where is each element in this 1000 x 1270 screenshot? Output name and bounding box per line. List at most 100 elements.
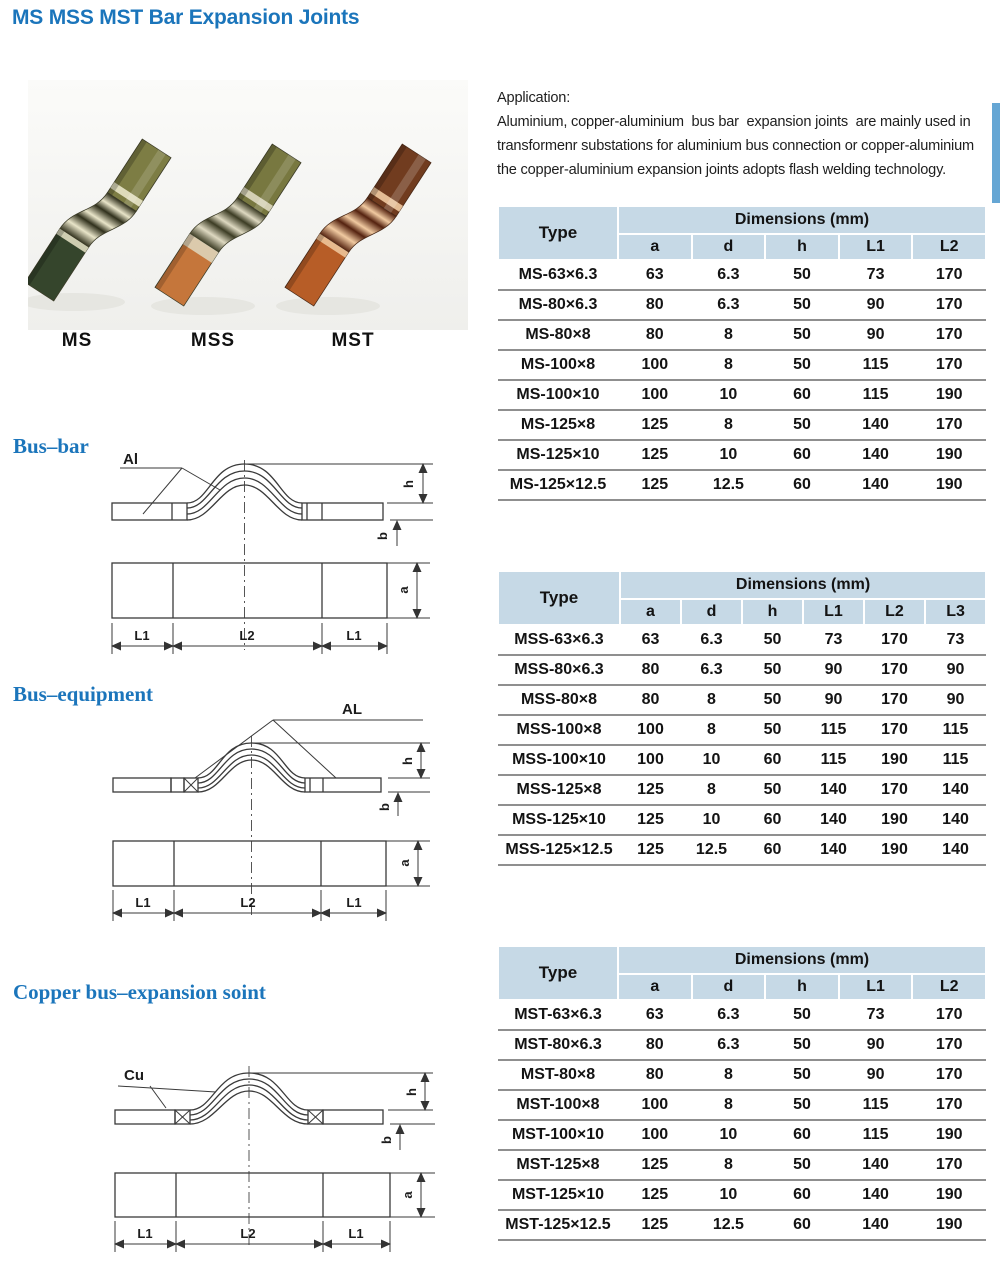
column-header: h xyxy=(741,598,804,626)
value-cell: 80 xyxy=(618,320,692,351)
value-cell: 6.3 xyxy=(691,1030,766,1061)
value-cell: 140 xyxy=(925,835,987,866)
section-heading-bus-equipment: Bus–equipment xyxy=(13,682,154,706)
value-cell: 190 xyxy=(912,1210,987,1241)
column-header-row: a d h L1 L2 xyxy=(498,233,988,261)
value-cell: 8 xyxy=(691,350,766,381)
application-line: Aluminium, copper-aluminium bus bar expa… xyxy=(497,114,971,130)
column-header: h xyxy=(764,973,840,1001)
value-cell: 170 xyxy=(912,320,987,351)
ms-table-block: Type Dimensions (mm) a d h L1 L2 MS-63×6.3 63… xyxy=(497,205,988,501)
column-header: L1 xyxy=(802,598,865,626)
scan-edge-artifact xyxy=(992,103,1000,203)
value-cell: 170 xyxy=(864,625,925,656)
value-cell: 190 xyxy=(912,380,987,411)
leader-lines xyxy=(120,467,221,515)
table-row: MS-100×10 100 10 60 115 190 xyxy=(498,380,987,411)
photo-label-mst: MST xyxy=(331,330,375,351)
copper-bus-diagram: Cu h b xyxy=(114,1066,435,1252)
application-line: transformenr substations for aluminium b… xyxy=(497,138,974,154)
value-cell: 50 xyxy=(765,1150,839,1181)
type-cell: MSS-80×8 xyxy=(498,685,620,716)
value-cell: 60 xyxy=(742,805,803,836)
value-cell: 170 xyxy=(864,655,925,686)
strap-mss xyxy=(154,143,302,307)
value-cell: 100 xyxy=(618,380,692,411)
material-label: AL xyxy=(342,701,362,718)
type-cell: MSS-80×6.3 xyxy=(498,655,620,686)
column-header-row: a d h L1 L2 L3 xyxy=(498,598,988,626)
value-cell: 50 xyxy=(742,655,803,686)
type-cell: MSS-100×8 xyxy=(498,715,620,746)
plan-view xyxy=(112,840,387,887)
table-row: MST-125×12.5 125 12.5 60 140 190 xyxy=(498,1210,987,1241)
type-cell: MS-100×10 xyxy=(498,380,618,411)
length-dimensions: L1 L2 L1 xyxy=(111,623,388,654)
column-header: a xyxy=(619,598,682,626)
table-row: MS-80×8 80 8 50 90 170 xyxy=(498,320,987,351)
value-cell: 125 xyxy=(618,470,692,501)
leader-lines xyxy=(117,1085,217,1109)
value-cell: 50 xyxy=(765,290,839,321)
value-cell: 8 xyxy=(681,685,742,716)
value-cell: 12.5 xyxy=(681,835,742,866)
column-header: L2 xyxy=(911,233,988,261)
value-cell: 6.3 xyxy=(681,625,742,656)
table-body: MST-63×6.3 63 6.3 50 73 170 MST-80×6.3 80 6.3 50 9… xyxy=(498,1000,987,1241)
type-cell: MST-63×6.3 xyxy=(498,1000,618,1031)
section-heading-copper-bus: Copper bus–expansion soint xyxy=(13,980,266,1004)
value-cell: 80 xyxy=(620,685,681,716)
value-cell: 170 xyxy=(864,775,925,806)
type-cell: MSS-125×8 xyxy=(498,775,620,806)
table-row: MSS-125×10 125 10 60 140 190 140 xyxy=(498,805,987,836)
type-cell: MS-100×8 xyxy=(498,350,618,381)
table-row: MS-125×8 125 8 50 140 170 xyxy=(498,410,987,441)
dim-label-b: b xyxy=(377,803,392,811)
table-body: MS-63×6.3 63 6.3 50 73 170 MS-80×6.3 80 6.3 50 90 1… xyxy=(498,260,987,501)
dim-label-l1: L1 xyxy=(348,1226,363,1241)
value-cell: 8 xyxy=(691,410,766,441)
type-cell: MST-100×10 xyxy=(498,1120,618,1151)
value-cell: 50 xyxy=(765,320,839,351)
photo-label-ms: MS xyxy=(61,330,93,351)
value-cell: 73 xyxy=(925,625,987,656)
value-cell: 6.3 xyxy=(681,655,742,686)
value-cell: 50 xyxy=(765,1060,839,1091)
hatched-section xyxy=(114,1109,176,1125)
value-cell: 10 xyxy=(691,1180,766,1211)
value-cell: 10 xyxy=(691,1120,766,1151)
value-cell: 50 xyxy=(765,1000,839,1031)
value-cell: 50 xyxy=(765,260,839,291)
type-cell: MSS-125×12.5 xyxy=(498,835,620,866)
dim-label-l2: L2 xyxy=(240,1226,255,1241)
value-cell: 170 xyxy=(912,260,987,291)
value-cell: 73 xyxy=(838,260,913,291)
table-row: MS-125×10 125 10 60 140 190 xyxy=(498,440,987,471)
value-cell: 8 xyxy=(691,1150,766,1181)
value-cell: 170 xyxy=(912,410,987,441)
value-cell: 50 xyxy=(742,775,803,806)
value-cell: 60 xyxy=(765,440,839,471)
application-line: the copper-aluminium expansion joints ad… xyxy=(497,162,946,178)
value-cell: 140 xyxy=(838,1210,913,1241)
value-cell: 170 xyxy=(912,1150,987,1181)
value-cell: 90 xyxy=(803,655,864,686)
value-cell: 140 xyxy=(803,805,864,836)
table-row: MSS-100×8 100 8 50 115 170 115 xyxy=(498,715,987,746)
dim-label-l1: L1 xyxy=(346,628,361,643)
table-row: MS-100×8 100 8 50 115 170 xyxy=(498,350,987,381)
side-view xyxy=(111,463,384,521)
value-cell: 125 xyxy=(618,1150,692,1181)
value-cell: 140 xyxy=(838,410,913,441)
value-cell: 50 xyxy=(765,1030,839,1061)
hatched-section xyxy=(322,1109,384,1125)
value-cell: 115 xyxy=(925,745,987,776)
value-cell: 73 xyxy=(803,625,864,656)
page-title: MS MSS MST Bar Expansion Joints xyxy=(12,6,360,29)
application-heading: Application: xyxy=(497,90,571,106)
value-cell: 50 xyxy=(742,715,803,746)
value-cell: 190 xyxy=(864,805,925,836)
table-body: MSS-63×6.3 63 6.3 50 73 170 73 MSS-80×6.3 80 6.3 5… xyxy=(498,625,987,866)
type-cell: MS-80×8 xyxy=(498,320,618,351)
strap-shadow xyxy=(151,297,255,315)
